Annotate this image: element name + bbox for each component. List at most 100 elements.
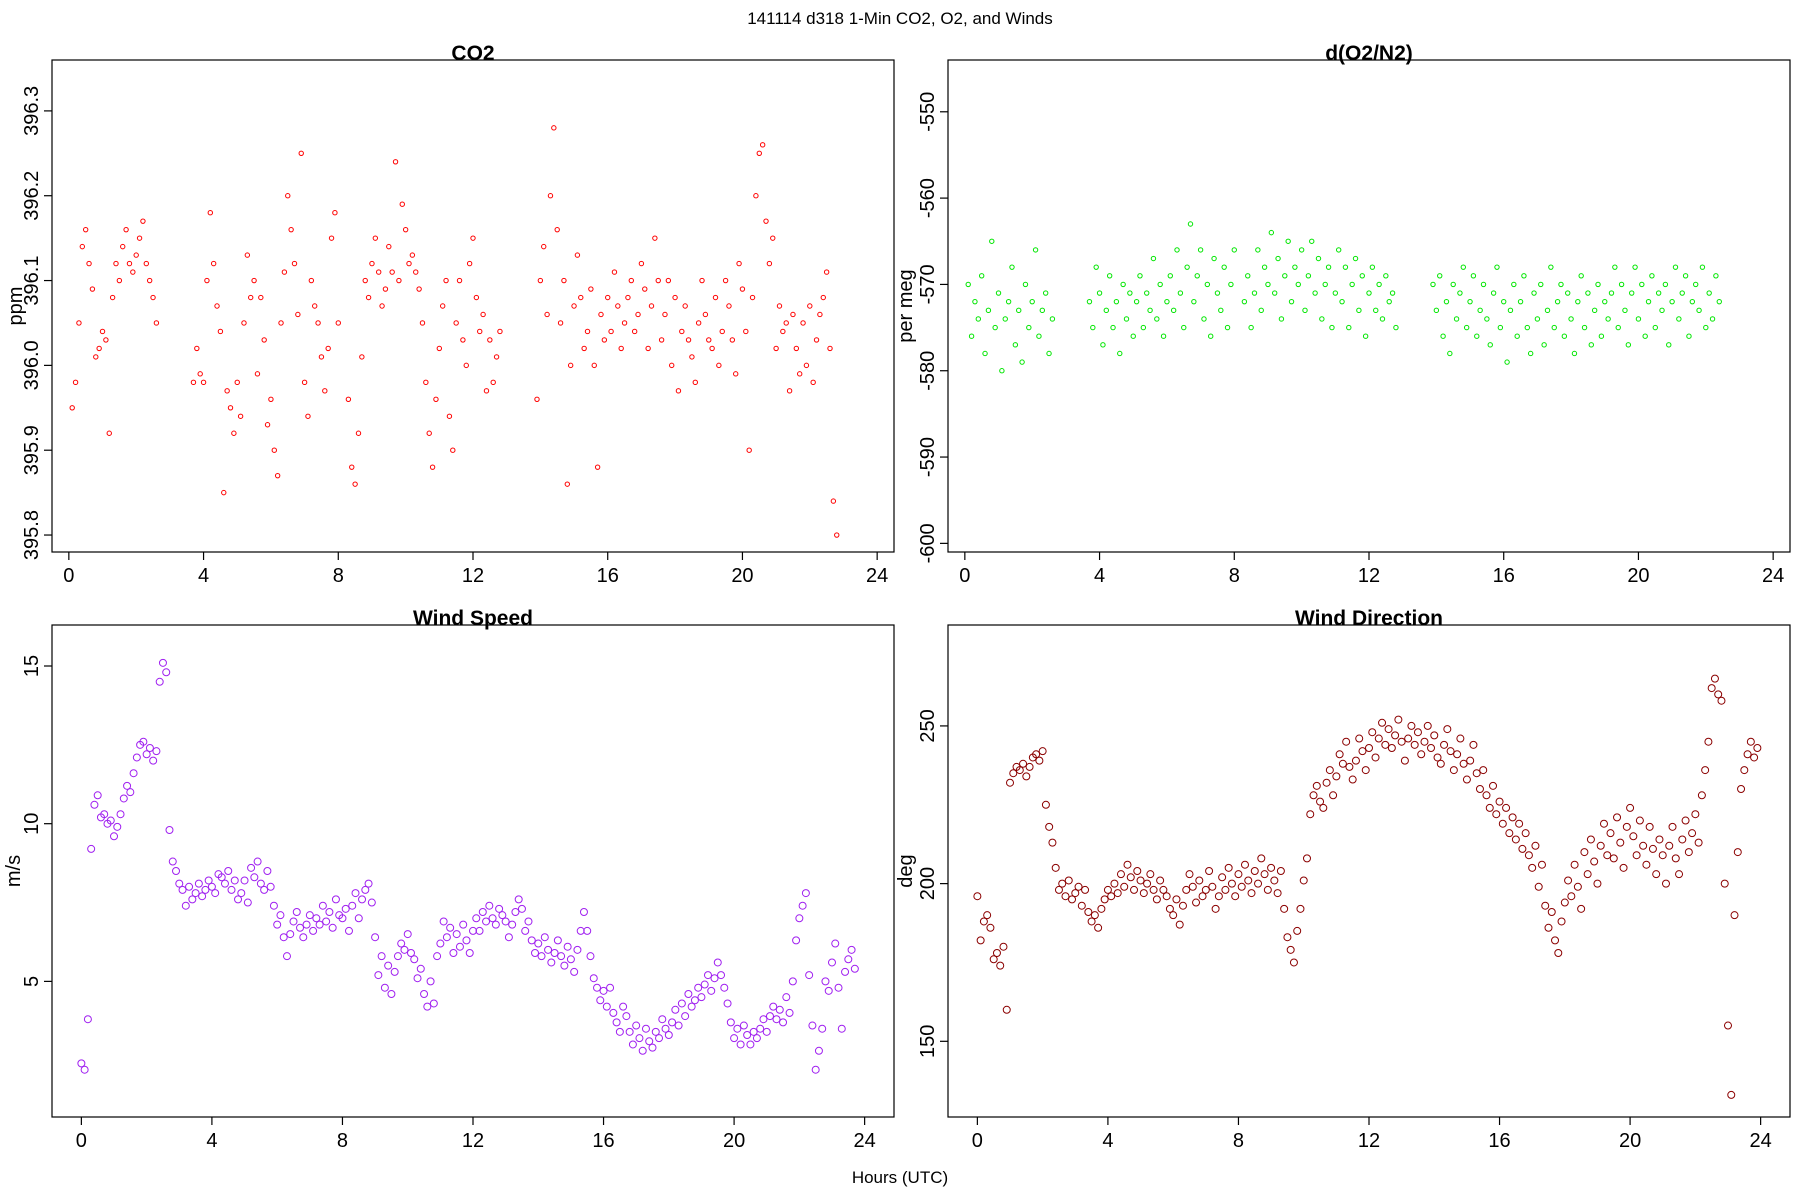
data-point bbox=[1639, 281, 1645, 288]
data-point bbox=[86, 260, 92, 267]
data-point bbox=[309, 926, 318, 935]
data-point bbox=[1652, 324, 1658, 331]
data-point bbox=[1682, 273, 1689, 279]
data-point bbox=[80, 1065, 89, 1074]
data-point bbox=[106, 430, 112, 436]
data-point bbox=[1160, 333, 1167, 339]
data-point bbox=[269, 901, 278, 910]
data-point bbox=[1713, 273, 1719, 279]
data-point bbox=[386, 243, 392, 250]
data-point bbox=[702, 311, 709, 318]
data-point bbox=[769, 1002, 778, 1011]
data-point bbox=[808, 1021, 817, 1030]
data-point bbox=[1717, 696, 1726, 705]
data-point bbox=[772, 1015, 781, 1024]
data-point bbox=[652, 235, 658, 241]
panel-co2: CO2 ppm 0 4 8 12 16 20 24 395.8 395.9 396.0 396.1… bbox=[5, 42, 895, 587]
data-point bbox=[1167, 273, 1173, 279]
data-point bbox=[807, 303, 813, 309]
data-point bbox=[1265, 281, 1271, 288]
data-point bbox=[89, 286, 96, 292]
data-point bbox=[1016, 307, 1022, 314]
data-point bbox=[1116, 870, 1125, 879]
data-point bbox=[221, 489, 227, 496]
data-point bbox=[1420, 737, 1429, 746]
data-point bbox=[328, 235, 335, 241]
data-point bbox=[584, 328, 591, 335]
data-point bbox=[1469, 740, 1478, 749]
data-point bbox=[399, 201, 405, 207]
data-point bbox=[1629, 832, 1638, 841]
data-point bbox=[466, 260, 473, 267]
data-point bbox=[426, 430, 432, 436]
data-point bbox=[382, 286, 389, 292]
data-point bbox=[1498, 819, 1507, 828]
data-point bbox=[753, 193, 759, 199]
data-point bbox=[1613, 813, 1622, 822]
data-point bbox=[371, 933, 380, 942]
data-point bbox=[605, 294, 611, 301]
data-point bbox=[1164, 298, 1170, 305]
data-point bbox=[1492, 810, 1501, 819]
data-point bbox=[1113, 889, 1122, 898]
data-point bbox=[1632, 264, 1638, 270]
x-tick-label: 16 bbox=[597, 565, 619, 587]
data-point bbox=[344, 926, 353, 935]
data-point bbox=[1489, 781, 1498, 790]
data-point bbox=[752, 1034, 761, 1043]
data-point bbox=[1475, 785, 1484, 793]
data-point bbox=[1645, 822, 1654, 831]
data-point bbox=[120, 243, 126, 250]
data-point bbox=[1244, 876, 1253, 885]
data-point bbox=[1635, 816, 1644, 825]
data-point bbox=[1348, 775, 1357, 784]
data-point bbox=[707, 986, 716, 995]
data-point bbox=[733, 371, 739, 377]
data-point bbox=[1753, 744, 1762, 752]
data-point bbox=[299, 933, 308, 942]
data-point bbox=[1133, 298, 1140, 305]
data-point bbox=[1737, 785, 1746, 793]
data-point bbox=[1507, 307, 1514, 314]
data-point bbox=[651, 1027, 660, 1036]
data-point bbox=[281, 269, 288, 275]
data-point bbox=[460, 337, 466, 343]
data-point bbox=[730, 1034, 739, 1043]
data-point bbox=[973, 892, 982, 901]
data-point bbox=[1295, 281, 1301, 288]
data-point bbox=[285, 193, 291, 199]
data-point bbox=[811, 1065, 820, 1074]
data-point bbox=[375, 269, 382, 275]
data-point bbox=[1309, 238, 1315, 244]
data-point bbox=[661, 1024, 670, 1033]
data-point bbox=[1255, 247, 1261, 253]
data-point bbox=[1389, 290, 1396, 296]
data-point bbox=[1267, 863, 1276, 872]
data-point bbox=[803, 362, 810, 369]
data-point bbox=[608, 328, 614, 335]
data-point bbox=[1335, 247, 1342, 253]
data-point bbox=[374, 971, 383, 980]
data-point bbox=[1325, 264, 1332, 270]
data-point bbox=[379, 303, 385, 309]
data-point bbox=[1578, 273, 1584, 279]
data-point bbox=[817, 311, 823, 318]
data-point bbox=[658, 337, 665, 343]
data-point bbox=[178, 885, 187, 894]
data-point bbox=[1068, 895, 1077, 904]
data-point bbox=[1453, 316, 1460, 322]
data-point bbox=[322, 917, 331, 926]
data-point bbox=[79, 243, 86, 250]
data-point bbox=[453, 320, 459, 326]
data-point bbox=[1094, 923, 1103, 932]
data-point bbox=[1100, 895, 1109, 904]
data-point bbox=[1358, 747, 1367, 756]
data-point bbox=[1704, 737, 1713, 746]
data-point bbox=[1727, 1090, 1736, 1099]
data-point bbox=[1720, 879, 1729, 888]
data-point bbox=[1511, 281, 1517, 288]
data-point bbox=[256, 879, 265, 888]
data-point bbox=[318, 354, 325, 360]
data-point bbox=[999, 368, 1005, 374]
y-tick-label: 396.0 bbox=[21, 340, 43, 390]
